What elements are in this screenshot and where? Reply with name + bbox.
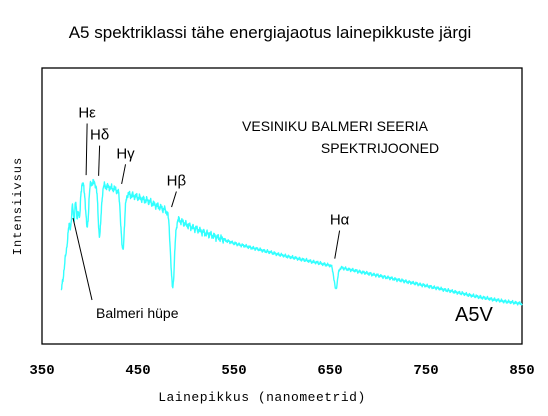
- balmer-line-labels: Hε Hδ Hγ Hβ Hα: [78, 105, 350, 259]
- balmer-line-pointer: [98, 145, 101, 176]
- spectral-class-label: A5V: [455, 304, 493, 326]
- series-title-line-1: VESINIKU BALMERI SEERIA: [242, 118, 429, 134]
- x-tick-label: 750: [413, 363, 438, 379]
- chart-title: A5 spektriklassi tähe energiajaotus lain…: [69, 23, 472, 42]
- balmer-line-label: Hα: [330, 212, 350, 229]
- x-tick-label: 350: [29, 363, 54, 379]
- spectrum-line: [60, 178, 523, 306]
- balmer-jump-pointer: [72, 217, 93, 301]
- balmer-line-label: Hδ: [90, 127, 109, 144]
- balmer-line-pointer: [85, 123, 88, 176]
- balmer-line-label: Hε: [78, 105, 96, 122]
- x-tick-label: 650: [317, 363, 342, 379]
- x-tick-label: 450: [125, 363, 150, 379]
- balmer-line-pointer: [171, 191, 177, 208]
- y-axis-label: Intensiivsus: [11, 157, 25, 255]
- x-tick-label: 850: [509, 363, 534, 379]
- x-tick-label: 550: [221, 363, 246, 379]
- x-tick-labels: 350 450 550 650 750 850: [29, 363, 534, 379]
- balmer-jump-label: Balmeri hüpe: [96, 305, 179, 321]
- balmer-line-label: Hγ: [116, 145, 135, 162]
- balmer-line-pointer: [121, 164, 127, 185]
- plot-frame: [41, 67, 523, 345]
- balmer-line-pointer: [334, 230, 341, 259]
- balmer-line-label: Hβ: [167, 173, 187, 190]
- series-title-line-2: SPEKTRIJOONED: [321, 140, 439, 156]
- x-axis-label: Lainepikkus (nanomeetrid): [158, 390, 366, 405]
